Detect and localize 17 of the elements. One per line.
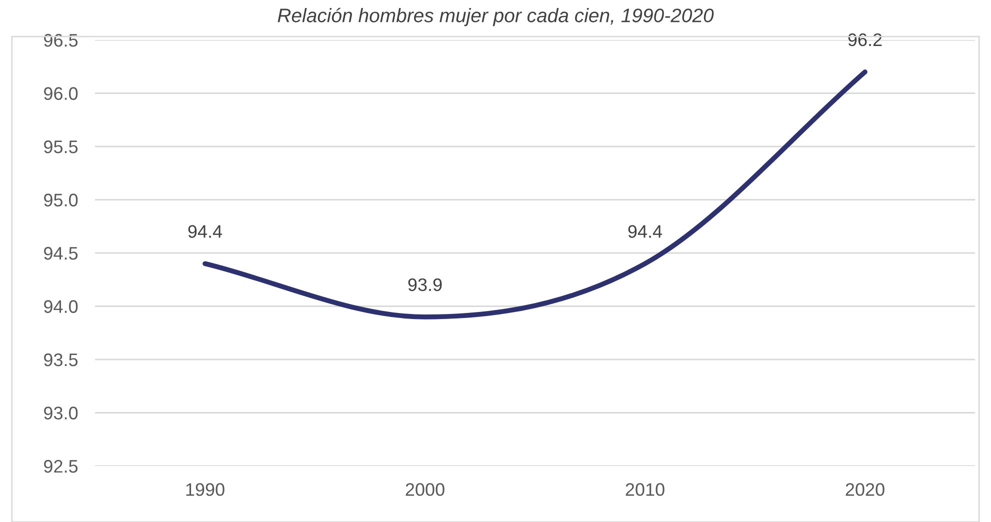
data-label: 94.4 bbox=[188, 225, 222, 238]
y-tick-label: 96.5 bbox=[44, 34, 78, 47]
x-tick-label: 2020 bbox=[846, 483, 884, 496]
chart-title: Relación hombres mujer por cada cien, 1990-2020 bbox=[278, 8, 714, 26]
x-tick-label: 2000 bbox=[406, 483, 444, 496]
y-tick-label: 92.5 bbox=[44, 460, 78, 473]
y-tick-label: 94.0 bbox=[44, 300, 78, 313]
y-tick-label: 94.5 bbox=[44, 246, 78, 260]
y-tick-label: 93.0 bbox=[44, 406, 78, 420]
data-label: 94.4 bbox=[628, 225, 662, 238]
x-tick-label: 2010 bbox=[626, 483, 664, 496]
y-tick-label: 95.5 bbox=[44, 140, 78, 154]
y-tick-label: 93.5 bbox=[44, 353, 78, 366]
y-tick-label: 96.0 bbox=[44, 87, 78, 100]
y-tick-label: 95.0 bbox=[44, 194, 78, 206]
data-label: 93.9 bbox=[408, 278, 442, 292]
x-tick-label: 1990 bbox=[186, 483, 224, 496]
